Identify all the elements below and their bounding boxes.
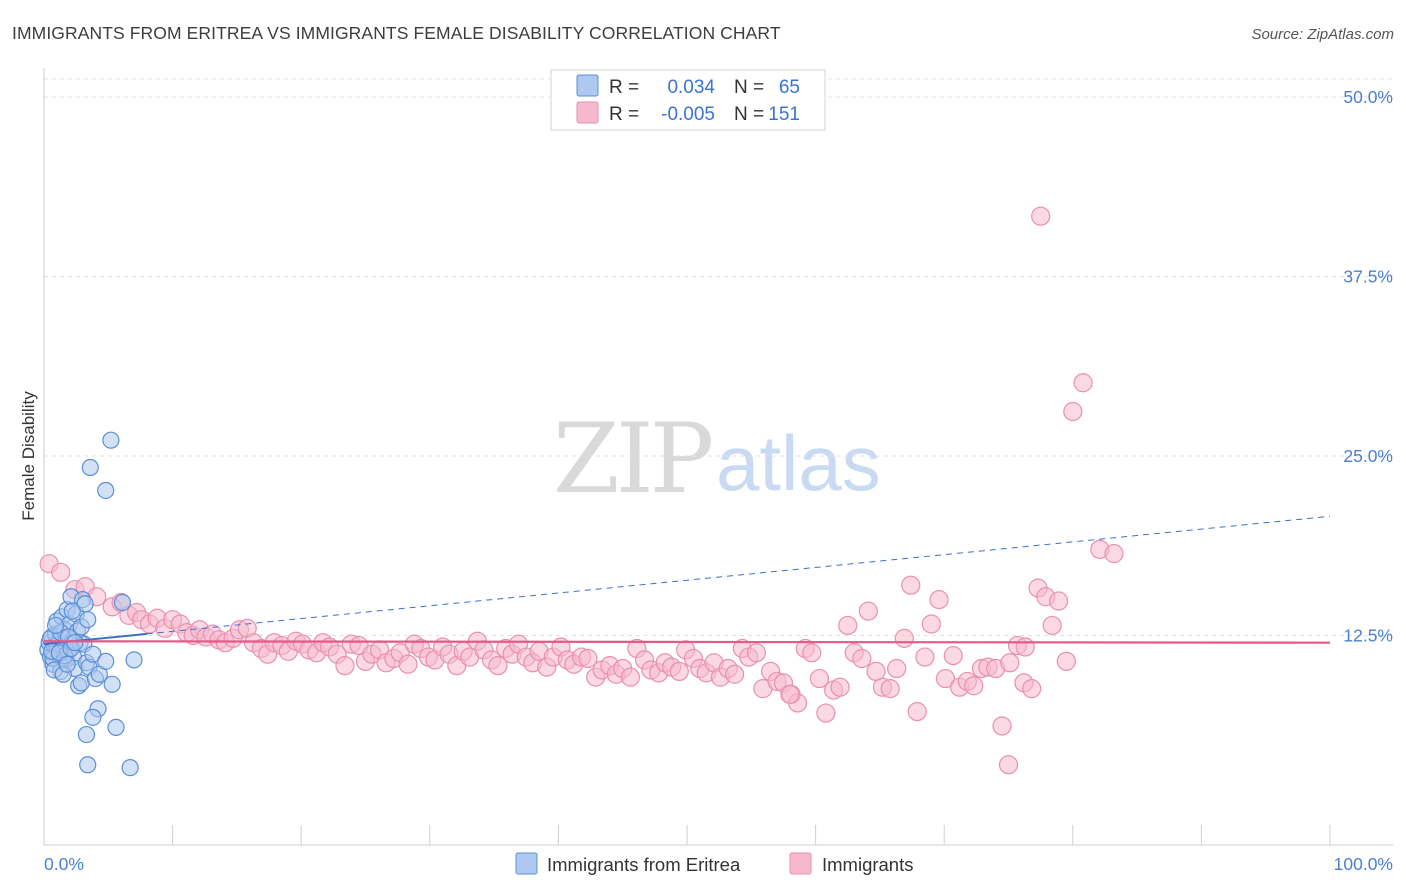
eritrea-point-53 xyxy=(103,675,121,693)
immigrants-point-113 xyxy=(858,601,878,621)
immigrants-point-110 xyxy=(838,615,858,636)
immigrants-point-121 xyxy=(915,647,935,667)
legend-n-label-2: N = xyxy=(734,104,764,125)
eritrea-point-37 xyxy=(46,616,65,635)
x-tick-min: 0.0% xyxy=(44,854,84,874)
eritrea-point-46 xyxy=(66,634,84,652)
eritrea-point-50 xyxy=(84,645,102,663)
source-label: Source: ZipAtlas.com xyxy=(1251,26,1394,43)
y-axis-label: Female Disability xyxy=(19,391,38,521)
eritrea-point-31 xyxy=(79,611,97,629)
immigrants-point-60 xyxy=(488,656,508,676)
immigrants-point-109 xyxy=(830,677,850,697)
legend-r-label-1: R = xyxy=(609,77,639,98)
y-tick-label-1: 25.0% xyxy=(1343,446,1393,466)
immigrants-point-1 xyxy=(51,562,71,582)
immigrants-point-146 xyxy=(1104,544,1124,564)
eritrea-point-47 xyxy=(72,674,90,692)
legend-swatch-blue xyxy=(576,74,599,97)
immigrants-point-125 xyxy=(943,646,963,666)
legend-r-label-2: R = xyxy=(609,104,639,125)
axes xyxy=(43,68,1393,846)
legend-r-value-2: -0.005 xyxy=(661,104,715,125)
series-immigrants xyxy=(39,206,1124,775)
immigrants-point-148 xyxy=(780,684,800,704)
immigrants-point-139 xyxy=(1042,615,1062,636)
eritrea-point-63 xyxy=(79,756,97,774)
immigrants-point-147 xyxy=(1015,637,1035,657)
x-tick-max: 100.0% xyxy=(1334,854,1393,874)
immigrants-point-107 xyxy=(816,703,836,723)
trend-eritrea-solid xyxy=(43,632,147,646)
watermark-zip-text: ZIP xyxy=(553,403,712,515)
immigrants-point-119 xyxy=(901,575,921,595)
legend-swatch-pink xyxy=(576,101,599,124)
eritrea-point-54 xyxy=(113,593,132,612)
bottom-legend-label-eritrea: Immigrants from Eritrea xyxy=(547,854,741,875)
eritrea-point-61 xyxy=(77,725,96,744)
watermark: ZIP atlas xyxy=(553,403,881,515)
immigrants-point-143 xyxy=(1073,373,1093,393)
immigrants-point-120 xyxy=(907,702,927,722)
trend-lines xyxy=(43,515,1331,646)
immigrants-point-116 xyxy=(880,679,900,699)
immigrants-point-141 xyxy=(1056,651,1076,671)
immigrants-point-128 xyxy=(964,676,984,696)
immigrants-point-123 xyxy=(929,589,949,610)
immigrants-point-117 xyxy=(887,658,907,679)
y-tick-label-2: 37.5% xyxy=(1343,267,1393,287)
eritrea-point-39 xyxy=(63,602,81,620)
immigrants-point-140 xyxy=(1049,591,1069,611)
immigrants-point-142 xyxy=(1063,401,1083,422)
eritrea-point-55 xyxy=(125,651,143,669)
series-immigrants-from-eritrea xyxy=(39,431,143,777)
watermark-atlas-text: atlas xyxy=(716,419,881,507)
immigrants-point-132 xyxy=(992,716,1012,736)
legend-n-label-1: N = xyxy=(734,77,764,98)
immigrants-point-47 xyxy=(398,654,418,674)
legend-n-value-1: 65 xyxy=(779,77,800,98)
immigrants-point-149 xyxy=(998,755,1019,775)
series-legend: Immigrants from Eritrea Immigrants xyxy=(515,852,914,875)
eritrea-point-57 xyxy=(97,481,115,500)
eritrea-point-64 xyxy=(121,759,139,777)
immigrants-point-124 xyxy=(935,668,956,689)
eritrea-point-44 xyxy=(58,655,76,673)
legend-n-value-2: 151 xyxy=(768,104,800,125)
immigrants-point-112 xyxy=(852,648,872,669)
immigrants-point-73 xyxy=(578,648,598,669)
y-tick-label-0: 12.5% xyxy=(1343,626,1393,646)
eritrea-point-52 xyxy=(97,652,115,670)
y-tick-label-3: 50.0% xyxy=(1343,87,1393,107)
eritrea-point-62 xyxy=(107,718,125,737)
immigrants-point-97 xyxy=(746,643,767,663)
immigrants-point-136 xyxy=(1022,679,1042,699)
immigrants-point-94 xyxy=(724,664,745,684)
immigrants-point-86 xyxy=(669,661,689,682)
immigrants-point-122 xyxy=(921,614,941,634)
immigrants-point-79 xyxy=(620,667,641,687)
trend-immigrants xyxy=(43,640,1331,644)
eritrea-point-58 xyxy=(102,431,120,449)
eritrea-point-56 xyxy=(81,458,99,477)
legend-r-value-1: 0.034 xyxy=(667,77,715,98)
immigrants-point-133 xyxy=(1000,653,1020,673)
immigrants-point-118 xyxy=(894,628,914,648)
immigrants-point-144 xyxy=(1031,206,1051,226)
correlation-legend: R = 0.034 N = 65 R = -0.005 N = 151 xyxy=(550,69,826,131)
y-tick-labels: 12.5% 25.0% 37.5% 50.0% xyxy=(1343,87,1393,646)
bottom-legend-swatch-pink xyxy=(789,852,812,875)
bottom-legend-swatch-blue xyxy=(515,852,538,875)
immigrants-point-38 xyxy=(335,656,355,676)
gridlines xyxy=(44,78,1393,636)
chart-title: IMMIGRANTS FROM ERITREA VS IMMIGRANTS FE… xyxy=(12,23,781,43)
eritrea-point-60 xyxy=(84,708,102,726)
bottom-legend-label-immigrants: Immigrants xyxy=(822,854,914,875)
trend-eritrea-dashed xyxy=(146,515,1331,635)
immigrants-point-105 xyxy=(802,643,822,663)
immigrants-point-106 xyxy=(809,668,830,689)
